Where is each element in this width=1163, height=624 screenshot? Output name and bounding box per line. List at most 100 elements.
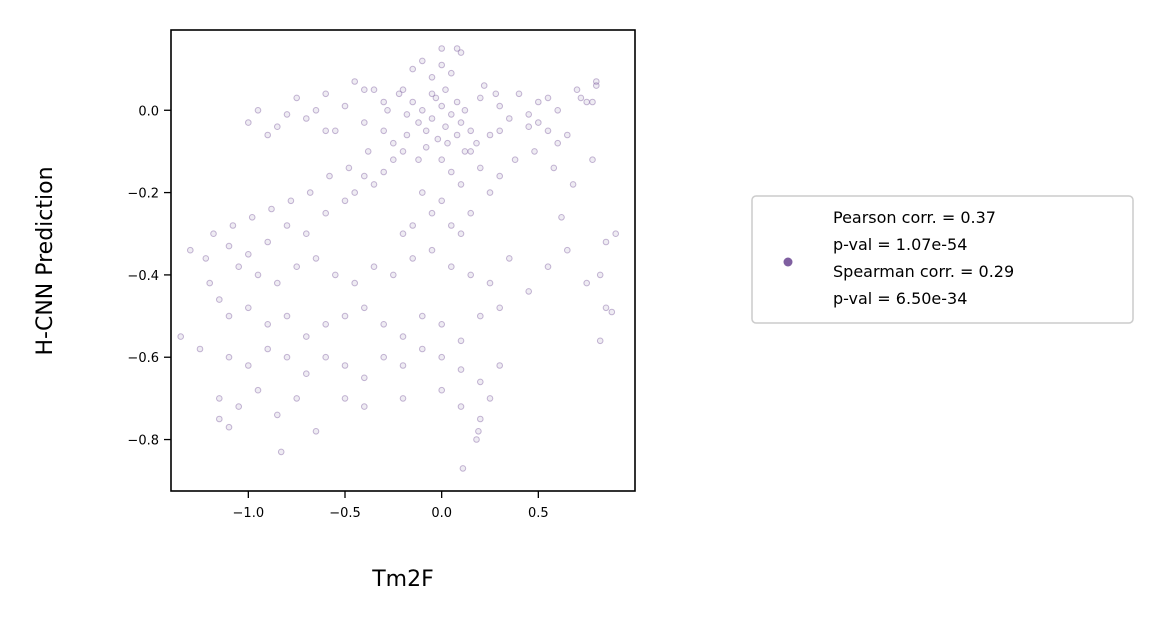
- scatter-point: [264, 131, 272, 139]
- scatter-point: [399, 333, 407, 340]
- scatter-point: [596, 337, 604, 345]
- scatter-point: [457, 337, 465, 345]
- scatter-point: [361, 172, 368, 180]
- scatter-point: [380, 127, 388, 135]
- scatter-point: [448, 111, 455, 118]
- scatter-point: [535, 119, 542, 126]
- scatter-point: [235, 263, 242, 271]
- scatter-point: [457, 403, 465, 410]
- scatter-point: [225, 242, 233, 250]
- scatter-point: [380, 98, 388, 106]
- scatter-point: [287, 197, 295, 205]
- scatter-point: [438, 102, 446, 110]
- scatter-point: [361, 374, 368, 382]
- scatter-point: [245, 362, 252, 369]
- scatter-point: [390, 139, 397, 147]
- scatter-point: [525, 288, 533, 295]
- scatter-point: [177, 333, 184, 340]
- scatter-point: [303, 333, 310, 340]
- scatter-point: [428, 115, 436, 122]
- scatter-point: [486, 279, 494, 287]
- scatter-point: [248, 214, 256, 221]
- scatter-point: [361, 119, 368, 126]
- scatter-point: [496, 172, 504, 180]
- scatter-point: [428, 90, 436, 98]
- scatter-point: [473, 139, 480, 147]
- scatter-point: [467, 209, 475, 217]
- scatter-point: [196, 345, 204, 353]
- scatter-point: [428, 209, 436, 217]
- scatter-point: [448, 168, 455, 176]
- y-axis-label: H-CNN Prediction: [33, 166, 58, 355]
- scatter-point: [341, 395, 349, 402]
- scatter-point: [506, 255, 513, 262]
- scatter-point: [506, 115, 513, 122]
- scatter-point: [525, 123, 533, 130]
- scatter-point: [496, 304, 504, 312]
- scatter-point: [293, 94, 301, 102]
- scatter-point: [306, 189, 314, 196]
- scatter-points: [177, 45, 620, 472]
- x-tick-label: −0.5: [329, 506, 361, 521]
- scatter-point: [564, 131, 571, 139]
- legend-spearman-corr: Spearman corr. = 0.29: [833, 262, 1014, 281]
- scatter-point: [457, 181, 465, 188]
- scatter-point: [399, 395, 407, 402]
- scatter-point: [428, 74, 436, 81]
- scatter-point: [326, 172, 333, 180]
- scatter-point: [364, 148, 372, 155]
- scatter-point: [293, 263, 301, 271]
- scatter-point: [351, 189, 359, 196]
- scatter-point: [390, 156, 397, 163]
- scatter-point: [245, 119, 252, 126]
- scatter-point: [274, 411, 281, 419]
- scatter-point: [409, 98, 417, 106]
- scatter-point: [419, 345, 426, 353]
- scatter-point: [216, 395, 223, 402]
- scatter-point: [332, 127, 339, 135]
- scatter-point: [434, 135, 442, 143]
- scatter-point: [477, 378, 484, 386]
- scatter-point: [403, 131, 411, 139]
- scatter-point: [442, 123, 449, 130]
- scatter-point: [496, 362, 504, 369]
- x-tick-label: −1.0: [233, 506, 265, 521]
- legend: Pearson corr. = 0.37 p-val = 1.07e-54 Sp…: [751, 195, 1134, 324]
- scatter-point: [492, 90, 500, 98]
- scatter-point: [341, 197, 349, 205]
- scatter-point: [361, 403, 368, 410]
- scatter-point: [444, 139, 451, 147]
- scatter-point: [351, 279, 359, 287]
- scatter-point: [564, 246, 571, 254]
- scatter-point: [380, 321, 388, 328]
- scatter-point: [254, 386, 262, 394]
- scatter-point: [473, 436, 480, 443]
- scatter-point: [332, 271, 339, 279]
- scatter-point: [544, 127, 552, 135]
- scatter-point: [264, 345, 272, 353]
- scatter-point: [409, 65, 417, 73]
- scatter-point: [303, 370, 310, 378]
- scatter-point: [293, 395, 301, 402]
- scatter-point: [480, 82, 488, 89]
- scatter-point: [438, 156, 446, 163]
- scatter-point: [415, 119, 422, 126]
- scatter-point: [438, 386, 446, 394]
- scatter-point: [467, 271, 475, 279]
- scatter-point: [283, 111, 291, 118]
- scatter-point: [403, 111, 411, 118]
- scatter-point: [467, 148, 475, 155]
- scatter-point: [341, 102, 349, 110]
- scatter-point: [274, 279, 281, 287]
- scatter-point: [544, 94, 552, 102]
- scatter-point: [515, 90, 523, 98]
- scatter-point: [457, 49, 465, 56]
- scatter-point: [395, 90, 403, 98]
- scatter-point: [467, 127, 475, 135]
- scatter-point: [457, 366, 465, 373]
- scatter-point: [477, 94, 484, 102]
- scatter-point: [486, 131, 494, 139]
- scatter-point: [303, 230, 310, 237]
- plot-area-frame: [170, 29, 636, 492]
